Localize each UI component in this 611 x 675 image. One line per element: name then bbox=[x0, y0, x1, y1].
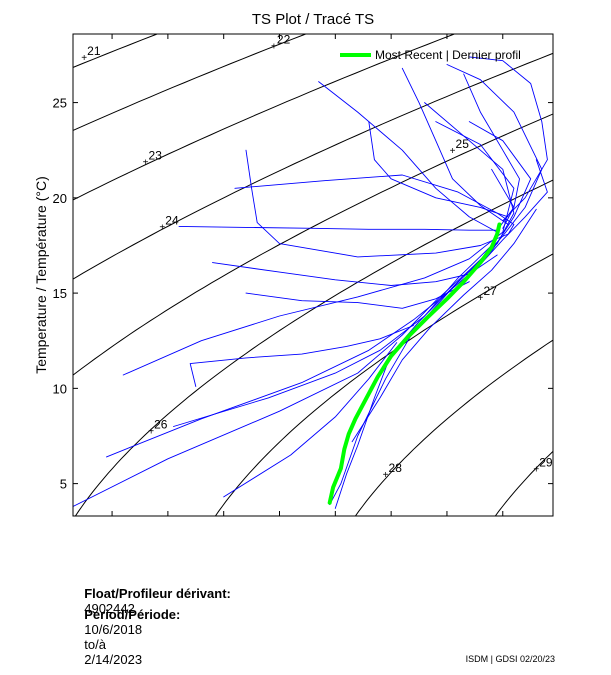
contour-marker-23: + bbox=[143, 158, 149, 169]
density-contour-22 bbox=[73, 34, 308, 132]
density-contour-25 bbox=[73, 113, 553, 376]
contour-marker-25: + bbox=[450, 146, 456, 157]
contour-marker-22: + bbox=[271, 41, 277, 52]
y-tick-label: 20 bbox=[53, 191, 67, 206]
plot-contents bbox=[73, 34, 553, 516]
density-contour-23 bbox=[73, 34, 456, 201]
axes-frame bbox=[72, 33, 554, 517]
contour-label-25: 25 bbox=[456, 137, 470, 151]
historical-profile-9 bbox=[245, 281, 470, 309]
legend-label: Most Recent | Dernier profil bbox=[375, 48, 521, 62]
float-info: Float/Profileur dérivant: 4902442 bbox=[77, 571, 231, 616]
start-date: 10/6/2018 bbox=[84, 622, 143, 637]
contour-marker-24: + bbox=[159, 222, 165, 233]
contour-label-26: 26 bbox=[154, 417, 168, 431]
contour-marker-28: + bbox=[383, 470, 389, 481]
historical-profile-4 bbox=[122, 121, 515, 376]
density-contour-27 bbox=[214, 253, 553, 516]
float-label: Float/Profileur dérivant: bbox=[84, 586, 231, 601]
contour-label-24: 24 bbox=[165, 213, 179, 227]
historical-profile-2 bbox=[73, 102, 515, 507]
density-contour-26 bbox=[74, 179, 553, 516]
y-tick-label: 15 bbox=[53, 286, 67, 301]
historical-profile-1 bbox=[329, 121, 532, 506]
contour-marker-21: + bbox=[81, 53, 87, 64]
historical-profile-15 bbox=[351, 208, 537, 443]
contour-label-27: 27 bbox=[483, 284, 497, 298]
contour-marker-26: + bbox=[148, 426, 154, 437]
y-tick-label: 10 bbox=[53, 381, 67, 396]
y-axis-label: Temperature / Température (°C) bbox=[33, 176, 49, 374]
historical-profile-12 bbox=[401, 67, 509, 225]
contour-label-29: 29 bbox=[539, 455, 553, 469]
contour-marker-29: + bbox=[533, 464, 539, 475]
contour-label-21: 21 bbox=[87, 44, 101, 58]
to-label: to/à bbox=[84, 637, 106, 652]
contour-label-28: 28 bbox=[389, 461, 403, 475]
plot-area bbox=[73, 34, 553, 516]
historical-profile-16 bbox=[173, 245, 493, 427]
historical-profile-6 bbox=[234, 174, 515, 235]
density-contour-24 bbox=[73, 52, 553, 280]
historical-profile-14 bbox=[468, 56, 548, 222]
y-tick-label: 5 bbox=[60, 477, 67, 492]
contour-marker-27: + bbox=[478, 293, 484, 304]
chart-title: TS Plot / Tracé TS bbox=[252, 11, 374, 28]
period-info: Period/Période: 10/6/2018 to/à 2/14/2023 bbox=[77, 592, 180, 667]
density-contour-28 bbox=[354, 339, 553, 516]
contour-label-23: 23 bbox=[149, 149, 163, 163]
footer-credit: ISDM | GDSI 02/20/23 bbox=[465, 654, 555, 664]
most-recent-profile bbox=[327, 222, 502, 505]
period-label: Period/Période: bbox=[84, 607, 181, 622]
contour-label-22: 22 bbox=[277, 32, 291, 46]
historical-profile-17 bbox=[223, 342, 398, 498]
ts-chart: 21+22+23+24+25+26+27+28+29+3333.53434.53… bbox=[33, 11, 554, 517]
historical-profile-7 bbox=[245, 149, 509, 258]
historical-profile-18 bbox=[318, 81, 498, 233]
float-id: 4902442 bbox=[84, 601, 135, 616]
historical-profile-10 bbox=[189, 325, 414, 387]
y-tick-label: 25 bbox=[53, 96, 67, 111]
end-date: 2/14/2023 bbox=[84, 652, 143, 667]
